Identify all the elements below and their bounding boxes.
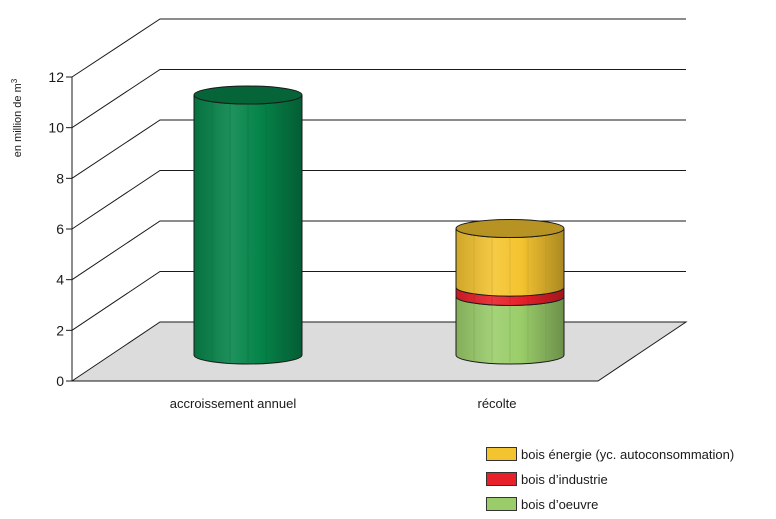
y-tick-label: 12 [48, 69, 64, 85]
legend-label: bois d’oeuvre [521, 496, 599, 512]
legend-item-bois-oeuvre: bois d’oeuvre [486, 494, 734, 514]
legend-label: bois d’industrie [521, 471, 608, 487]
y-axis-ticks: 0 2 4 6 8 10 12 [48, 69, 72, 389]
gridline [71, 220, 686, 281]
gridline [71, 18, 686, 78]
chart-floor [70, 321, 688, 382]
legend-swatch [486, 497, 517, 511]
x-axis-labels: accroissement annuel récolte [170, 396, 517, 411]
gridlines [71, 18, 686, 331]
legend-item-bois-industrie: bois d’industrie [486, 469, 734, 489]
legend-item-bois-energie: bois énergie (yc. autoconsommation) [486, 444, 734, 464]
y-tick-label: 0 [56, 373, 64, 389]
gridline [71, 119, 686, 179]
y-tick-label: 10 [48, 120, 64, 136]
y-tick-label: 2 [56, 322, 64, 338]
legend: bois énergie (yc. autoconsommation) bois… [486, 444, 734, 519]
y-tick-label: 8 [56, 170, 64, 186]
bars [193, 85, 565, 365]
legend-label: bois énergie (yc. autoconsommation) [521, 446, 735, 462]
chart-walls [70, 77, 688, 382]
gridline [71, 170, 686, 230]
legend-swatch [486, 472, 517, 486]
y-axis-label: en million de m3 [10, 78, 25, 157]
y-tick-label: 6 [56, 221, 64, 237]
x-tick-label: récolte [477, 396, 516, 411]
bar-recolte-segment [455, 296, 565, 365]
gridline [71, 69, 686, 129]
x-tick-label: accroissement annuel [170, 396, 297, 411]
bar-accroissement-annuel [193, 85, 303, 365]
bar-recolte-segment [455, 219, 565, 297]
y-tick-label: 4 [56, 272, 64, 288]
legend-swatch [486, 447, 517, 461]
